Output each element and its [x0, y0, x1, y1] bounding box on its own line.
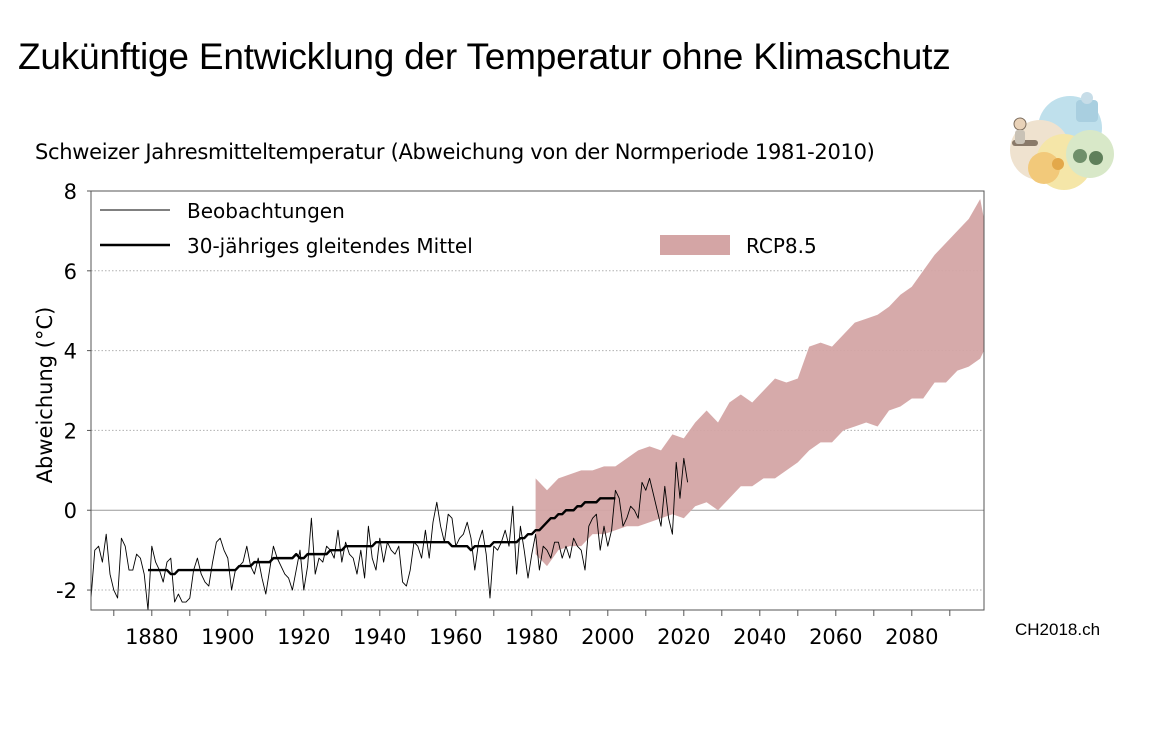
legend: Beobachtungen 30-jähriges gleitendes Mit… [100, 199, 817, 258]
legend-label-rcp85: RCP8.5 [746, 234, 817, 258]
line-layer [90, 457, 689, 611]
x-tick-label: 1900 [201, 625, 254, 649]
x-tick-label: 1920 [277, 625, 330, 649]
axis-layer: -2 0 2 4 6 8 1880 1900 1920 1940 1960 1980 2000 2020 2… [56, 180, 951, 649]
ch2018-logo [1010, 92, 1114, 190]
y-axis-label: Abweichung (°C) [33, 307, 57, 484]
x-tick-label: 1960 [429, 625, 482, 649]
y-tick-label: 0 [64, 499, 77, 523]
y-tick-label: 8 [64, 180, 77, 204]
observations-line [90, 457, 689, 611]
x-tick-label: 2020 [657, 625, 710, 649]
x-tick-label: 2060 [809, 625, 862, 649]
legend-label-observations: Beobachtungen [187, 199, 345, 223]
legend-swatch-rcp85 [660, 235, 730, 255]
y-tick-label: -2 [56, 579, 77, 603]
page-title: Zukünftige Entwicklung der Temperatur oh… [18, 36, 951, 77]
legend-label-mean: 30-jähriges gleitendes Mittel [187, 234, 473, 258]
source-label: CH2018.ch [1015, 620, 1101, 639]
plot-frame [90, 190, 985, 611]
rcp85-band [535, 198, 984, 567]
x-tick-label: 2080 [885, 625, 938, 649]
x-tick-label: 2040 [733, 625, 786, 649]
x-tick-label: 2000 [581, 625, 634, 649]
y-tick-label: 2 [64, 419, 77, 443]
chart-subtitle: Schweizer Jahresmitteltemperatur (Abweic… [35, 140, 875, 164]
x-tick-label: 1880 [125, 625, 178, 649]
x-tick-label: 1980 [505, 625, 558, 649]
y-tick-label: 6 [64, 260, 77, 284]
x-tick-label: 1940 [353, 625, 406, 649]
moving-average-line [148, 497, 616, 576]
y-tick-label: 4 [64, 340, 77, 364]
band-layer [535, 198, 984, 567]
